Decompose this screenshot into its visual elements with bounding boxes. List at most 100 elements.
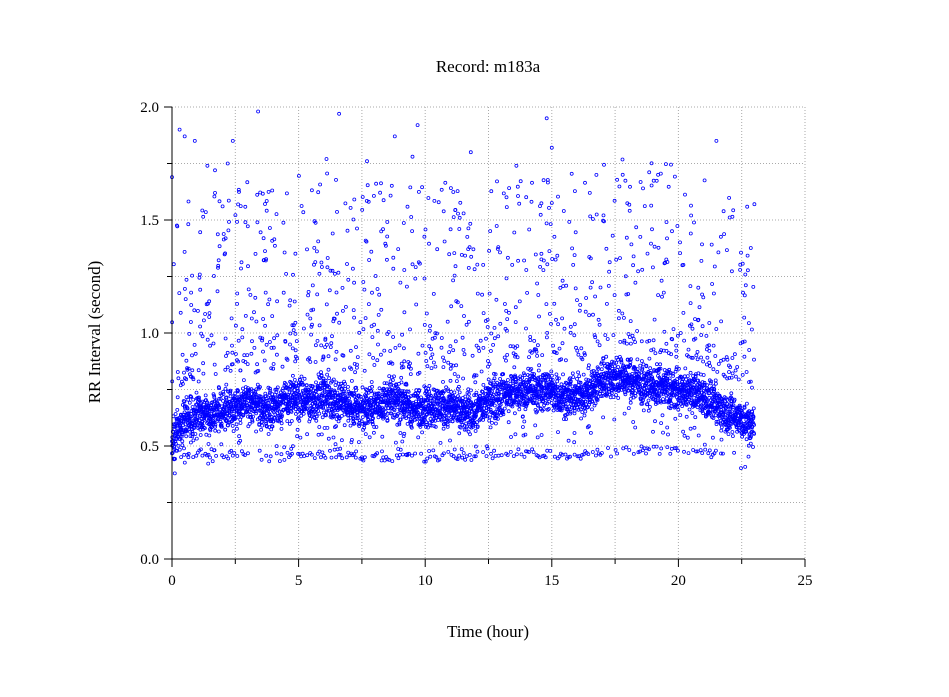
data-point: [425, 364, 430, 369]
data-point: [396, 456, 401, 461]
data-point: [333, 442, 338, 447]
data-point: [711, 435, 715, 440]
data-point: [424, 420, 429, 425]
data-point: [190, 273, 195, 278]
data-point: [448, 344, 453, 349]
data-point: [555, 379, 560, 384]
data-point: [433, 424, 438, 429]
data-point: [300, 395, 305, 400]
data-point: [263, 249, 267, 254]
data-point: [567, 219, 572, 224]
data-point: [733, 352, 737, 357]
data-point: [428, 454, 433, 459]
data-point: [524, 195, 529, 200]
data-point: [457, 227, 462, 231]
data-point: [538, 375, 543, 380]
data-point: [467, 452, 472, 457]
data-point: [175, 407, 180, 412]
data-point: [731, 434, 735, 439]
data-point: [443, 180, 448, 185]
data-point: [219, 442, 224, 447]
data-point: [628, 400, 633, 405]
data-point: [183, 429, 188, 434]
data-point: [363, 432, 368, 437]
data-point: [475, 449, 480, 454]
data-point: [310, 384, 315, 389]
data-point: [472, 267, 477, 272]
data-point: [328, 389, 333, 394]
data-point: [631, 451, 636, 456]
data-point: [191, 397, 196, 402]
data-point: [745, 204, 750, 209]
data-point: [234, 422, 239, 427]
data-point: [607, 260, 612, 265]
data-point: [646, 408, 651, 413]
data-point: [436, 402, 441, 407]
data-point: [295, 427, 300, 432]
data-point: [481, 382, 486, 387]
data-point: [671, 327, 676, 332]
data-point: [572, 440, 577, 445]
data-point: [619, 360, 624, 365]
data-point: [270, 314, 275, 319]
data-point: [537, 363, 541, 368]
data-point: [319, 432, 324, 437]
data-point: [262, 415, 267, 420]
data-point: [666, 184, 671, 189]
data-point: [319, 343, 324, 348]
data-point: [176, 443, 181, 448]
data-point: [214, 398, 219, 403]
data-point: [292, 384, 297, 389]
data-point: [490, 456, 495, 461]
data-point: [372, 425, 377, 429]
data-point: [516, 447, 521, 452]
data-point: [463, 394, 468, 399]
data-point: [622, 411, 627, 416]
data-point: [742, 354, 747, 359]
data-point: [414, 402, 419, 406]
data-point: [559, 382, 564, 387]
data-point: [269, 419, 274, 424]
data-point: [238, 421, 243, 425]
data-point: [560, 278, 565, 283]
data-point: [238, 438, 243, 443]
data-point: [439, 336, 444, 340]
data-point: [654, 178, 659, 183]
data-point: [292, 377, 297, 382]
data-point: [739, 466, 743, 471]
data-point: [194, 436, 199, 441]
data-point: [429, 366, 434, 371]
data-point: [253, 251, 258, 256]
data-point: [647, 356, 652, 361]
data-point: [714, 327, 719, 331]
data-point: [222, 409, 227, 414]
data-point: [488, 349, 493, 353]
data-point: [251, 414, 255, 419]
data-point: [336, 419, 341, 424]
data-point: [459, 304, 464, 309]
data-point: [250, 419, 255, 424]
data-point: [305, 247, 309, 252]
data-point: [441, 426, 446, 431]
data-point: [648, 366, 653, 371]
data-point: [208, 428, 213, 433]
data-point: [206, 461, 211, 466]
data-point: [247, 421, 252, 426]
data-point: [216, 429, 221, 434]
data-point: [445, 319, 450, 324]
data-point: [617, 184, 622, 189]
data-point: [489, 451, 493, 456]
data-point: [283, 382, 288, 387]
data-point: [419, 404, 424, 409]
data-point: [533, 423, 538, 428]
data-point: [719, 437, 724, 442]
data-point: [217, 386, 222, 391]
data-point: [452, 447, 457, 452]
data-point: [183, 297, 188, 302]
data-point: [340, 308, 345, 313]
data-point: [189, 394, 194, 399]
data-point: [391, 255, 396, 260]
data-point: [711, 343, 716, 348]
data-point: [491, 342, 496, 347]
